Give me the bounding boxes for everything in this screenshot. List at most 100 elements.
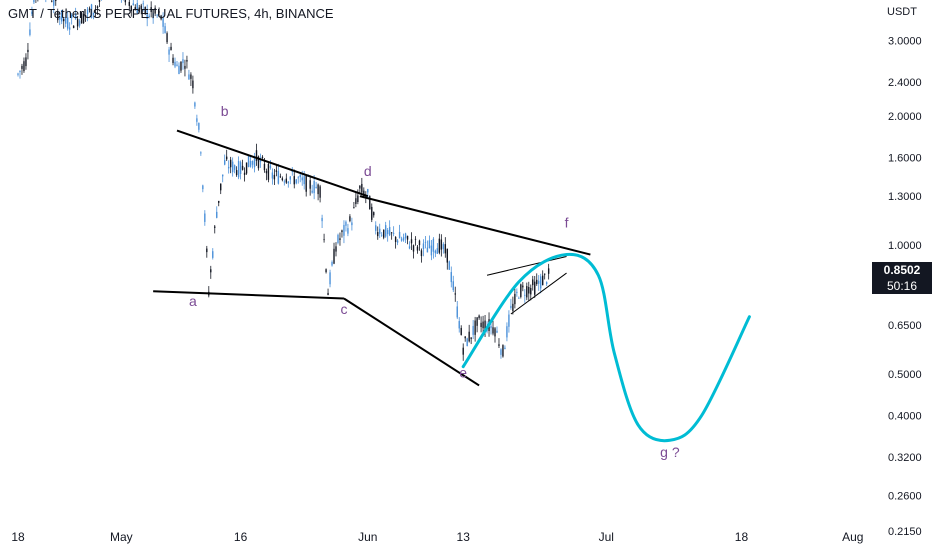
candle-body: [323, 239, 325, 241]
candle-body: [21, 65, 23, 69]
trendline[interactable]: [343, 297, 480, 387]
x-tick-label: 13: [457, 530, 471, 544]
candle-body: [369, 196, 371, 210]
x-tick-label: 18: [735, 530, 749, 544]
candle-body: [184, 65, 186, 69]
candle-body: [442, 244, 445, 250]
candle-body: [212, 251, 214, 258]
current-price: 0.8502: [883, 263, 921, 277]
candle-body: [355, 198, 357, 205]
candle-body: [162, 17, 164, 27]
candle-body: [536, 279, 538, 285]
candle-body: [484, 320, 486, 332]
trendline[interactable]: [176, 129, 369, 198]
candle-body: [70, 14, 73, 19]
candle-body: [381, 234, 383, 236]
candle-body: [283, 181, 286, 183]
candle-body: [476, 317, 478, 326]
candle-body: [174, 61, 176, 67]
candle-body: [375, 225, 377, 231]
candle-body: [506, 326, 508, 338]
candle-body: [303, 176, 305, 185]
candle-body: [470, 337, 472, 339]
candle-body: [66, 17, 69, 29]
candle-body: [345, 221, 347, 226]
candle-body: [130, 5, 132, 12]
candle-body: [267, 163, 270, 180]
candle-body: [547, 268, 550, 274]
y-tick-label: 1.6000: [888, 153, 922, 165]
candle-body: [269, 165, 272, 169]
candle-body: [351, 222, 353, 226]
candle-body: [388, 226, 391, 236]
candle-body: [84, 15, 87, 17]
candle-body: [128, 1, 130, 6]
projection-curve[interactable]: [461, 252, 751, 443]
candle-body: [440, 239, 443, 250]
candle-body: [402, 237, 405, 241]
bar-countdown: 50:16: [886, 279, 918, 293]
candle-body: [464, 336, 466, 339]
candle-body: [522, 285, 524, 288]
candle-body: [186, 59, 188, 62]
candle-body: [192, 80, 194, 89]
candle-body: [331, 261, 333, 266]
candle-body: [526, 286, 528, 298]
candle-body: [275, 170, 278, 172]
trendline[interactable]: [359, 195, 591, 256]
candle-body: [516, 291, 518, 293]
candle-body: [498, 344, 500, 346]
candle-body: [154, 7, 156, 14]
candle-body: [277, 171, 280, 184]
candle-body: [446, 248, 448, 263]
candle-body: [136, 3, 138, 14]
candle-body: [410, 239, 413, 244]
candle-body: [400, 238, 403, 241]
candle-body: [138, 7, 140, 12]
candle-body: [33, 0, 35, 3]
trendline[interactable]: [153, 290, 344, 300]
candle-body: [180, 61, 182, 71]
candle-body: [237, 160, 240, 178]
trendline[interactable]: [486, 256, 567, 276]
candle-body: [428, 240, 431, 249]
wave-labels: a b c d e f g ?: [189, 103, 680, 460]
candle-body: [534, 281, 536, 295]
candle-body: [371, 206, 373, 220]
candle-body: [502, 345, 504, 357]
time-axis: 18 May 16 Jun 13 Jul 18 Aug: [11, 530, 863, 544]
candle-body: [59, 16, 61, 20]
candle-body: [65, 16, 67, 24]
candle-body: [168, 49, 170, 55]
candle-body: [305, 175, 307, 192]
candle-body: [225, 156, 228, 160]
candle-body: [343, 224, 345, 236]
candle-body: [456, 306, 458, 318]
trendline[interactable]: [510, 272, 567, 315]
candle-body: [424, 241, 427, 243]
candle-body: [530, 287, 532, 295]
candle-body: [164, 26, 166, 34]
candle-body: [532, 279, 534, 286]
y-tick-label: 0.2150: [888, 526, 922, 538]
candle-body: [222, 174, 224, 177]
candle-body: [170, 46, 172, 51]
candle-body: [158, 11, 160, 13]
candle-body: [508, 314, 510, 327]
trendlines: [153, 129, 591, 387]
candle-body: [309, 180, 311, 189]
candle-body: [379, 228, 381, 234]
candle-body: [458, 321, 460, 329]
candle-body: [482, 321, 484, 329]
candle-body: [478, 315, 480, 319]
candle-body: [406, 235, 409, 240]
candle-body: [74, 14, 77, 19]
candle-body: [196, 118, 198, 122]
candle-body: [235, 170, 238, 176]
candle-body: [227, 166, 230, 169]
x-tick-label: Jul: [599, 530, 614, 544]
candle-body: [17, 73, 19, 75]
candle-body: [281, 178, 284, 181]
candle-body: [460, 327, 462, 335]
